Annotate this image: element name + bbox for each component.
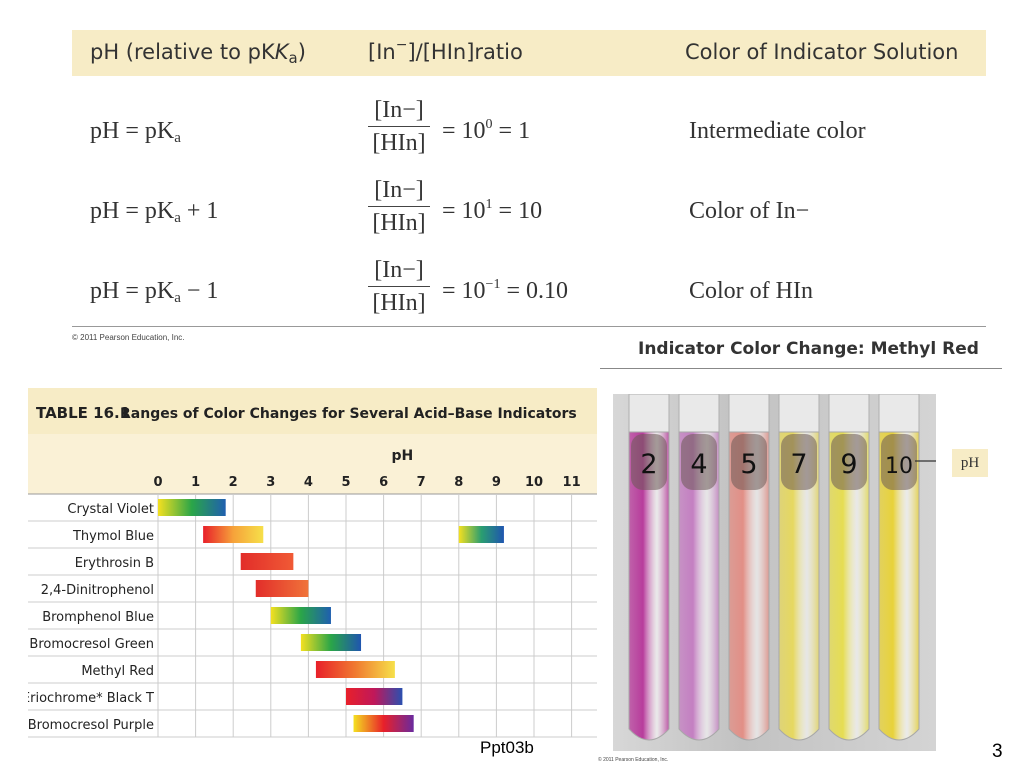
indicator-name: Methyl Red: [81, 664, 154, 679]
color-range-bar: [158, 499, 226, 516]
axis-label: pH: [392, 448, 414, 464]
indicator-name: Eriochrome* Black T: [28, 691, 154, 706]
tube-solution: [678, 431, 720, 741]
page-number: 3: [992, 741, 1003, 762]
tube-solution: [828, 431, 870, 741]
ph-ratio-table-header: pH (relative to pKKa) [In−]/[HIn]ratio C…: [72, 30, 986, 76]
copyright-notice: © 2011 Pearson Education, Inc.: [598, 757, 669, 763]
eq-fraction: [In−] [HIn]: [368, 94, 430, 159]
axis-tick-label: 10: [525, 475, 543, 490]
color-range-bar: [240, 553, 294, 570]
header-ratio: [In−]/[HIn]ratio: [368, 37, 523, 64]
indicator-range-table: TABLE 16.1 Ranges of Color Changes for Se…: [28, 388, 597, 740]
tube-glass: [778, 394, 820, 433]
table-label: TABLE 16.1: [36, 404, 130, 422]
axis-tick-label: 11: [563, 475, 581, 490]
axis-tick-label: 4: [304, 475, 313, 490]
footer-label: Ppt03b: [480, 738, 534, 757]
axis-tick-label: 3: [266, 475, 275, 490]
eq-result: Intermediate color: [689, 118, 866, 144]
indicator-name: Erythrosin B: [75, 556, 154, 571]
eq-rhs: = 101 = 10: [442, 197, 543, 225]
tube-glass: [678, 394, 720, 433]
tube-ph-label: 4: [690, 449, 707, 480]
color-range-bar: [270, 607, 331, 624]
eq-lhs: pH = pKa: [90, 118, 181, 146]
eq-result: Color of HIn: [689, 278, 813, 304]
ph-callout-label: pH: [952, 449, 988, 477]
tube-glass: [878, 394, 920, 433]
color-range-bar: [346, 688, 403, 705]
methyl-red-title: Indicator Color Change: Methyl Red: [638, 339, 979, 359]
color-range-bar: [300, 634, 362, 651]
eq-row: pH = pKa [In−] [HIn] = 100 = 1 Intermedia…: [72, 90, 986, 168]
tube-ph-label: 9: [840, 449, 857, 480]
axis-tick-label: 0: [153, 475, 162, 490]
axis-tick-label: 8: [454, 475, 463, 490]
tube-glass: [628, 394, 670, 433]
tube-ph-label: 7: [790, 449, 807, 480]
indicator-name: Bromocresol Green: [29, 637, 154, 652]
indicator-name: Bromocresol Purple: [28, 718, 154, 733]
eq-row: pH = pKa + 1 [In−] [HIn] = 101 = 10 Color…: [72, 170, 986, 248]
axis-tick-label: 7: [417, 475, 426, 490]
color-range-bar: [353, 715, 414, 732]
eq-lhs: pH = pKa − 1: [90, 278, 219, 306]
header-ph-relative: pH (relative to pKKa): [90, 40, 306, 67]
indicator-name: Bromphenol Blue: [42, 610, 154, 625]
indicator-name: Thymol Blue: [72, 529, 154, 544]
indicator-name: Crystal Violet: [67, 502, 154, 517]
eq-row: pH = pKa − 1 [In−] [HIn] = 10−1 = 0.10 Co…: [72, 250, 986, 328]
tube-label-patch: [631, 434, 667, 490]
eq-fraction: [In−] [HIn]: [368, 254, 430, 319]
tube-glass: [828, 394, 870, 433]
tube-glass: [728, 394, 770, 433]
methyl-red-divider: [600, 368, 1002, 369]
axis-tick-label: 2: [229, 475, 238, 490]
tube-ph-label: 5: [740, 449, 757, 480]
tube-ph-label: 10: [885, 454, 913, 479]
tube-ph-label: 2: [640, 449, 657, 480]
indicator-name: 2,4-Dinitrophenol: [41, 583, 154, 598]
header-color: Color of Indicator Solution: [685, 40, 959, 64]
tube-label-patch: [681, 434, 717, 490]
color-range-bar: [203, 526, 264, 543]
color-range-bar: [255, 580, 309, 597]
tube-label-patch: [731, 434, 767, 490]
tube-label-patch: [781, 434, 817, 490]
eq-lhs: pH = pKa + 1: [90, 198, 219, 226]
axis-tick-label: 6: [379, 475, 388, 490]
tube-solution: [778, 431, 820, 741]
copyright-notice: © 2011 Pearson Education, Inc.: [72, 333, 185, 342]
eq-fraction: [In−] [HIn]: [368, 174, 430, 239]
axis-band: [28, 434, 597, 494]
methyl-red-photo: 2 4 5 7 9 10: [613, 394, 936, 751]
table-title: Ranges of Color Changes for Several Acid…: [120, 406, 577, 422]
axis-tick-label: 5: [341, 475, 350, 490]
color-range-bar: [315, 661, 395, 678]
axis-tick-label: 1: [191, 475, 200, 490]
eq-rhs: = 100 = 1: [442, 117, 531, 145]
table-divider: [72, 326, 986, 327]
table-title-bar: [28, 388, 597, 434]
axis-tick-label: 9: [492, 475, 501, 490]
tube-solution: [628, 431, 670, 741]
tube-label-patch: [831, 434, 867, 490]
ph-ratio-table: pH (relative to pKKa) [In−]/[HIn]ratio C…: [72, 30, 986, 327]
eq-rhs: = 10−1 = 0.10: [442, 277, 568, 305]
tube-label-patch: [881, 434, 917, 490]
color-range-bar: [458, 526, 504, 543]
tube-solution: [878, 431, 920, 741]
tube-solution: [728, 431, 770, 741]
eq-result: Color of In−: [689, 198, 810, 224]
